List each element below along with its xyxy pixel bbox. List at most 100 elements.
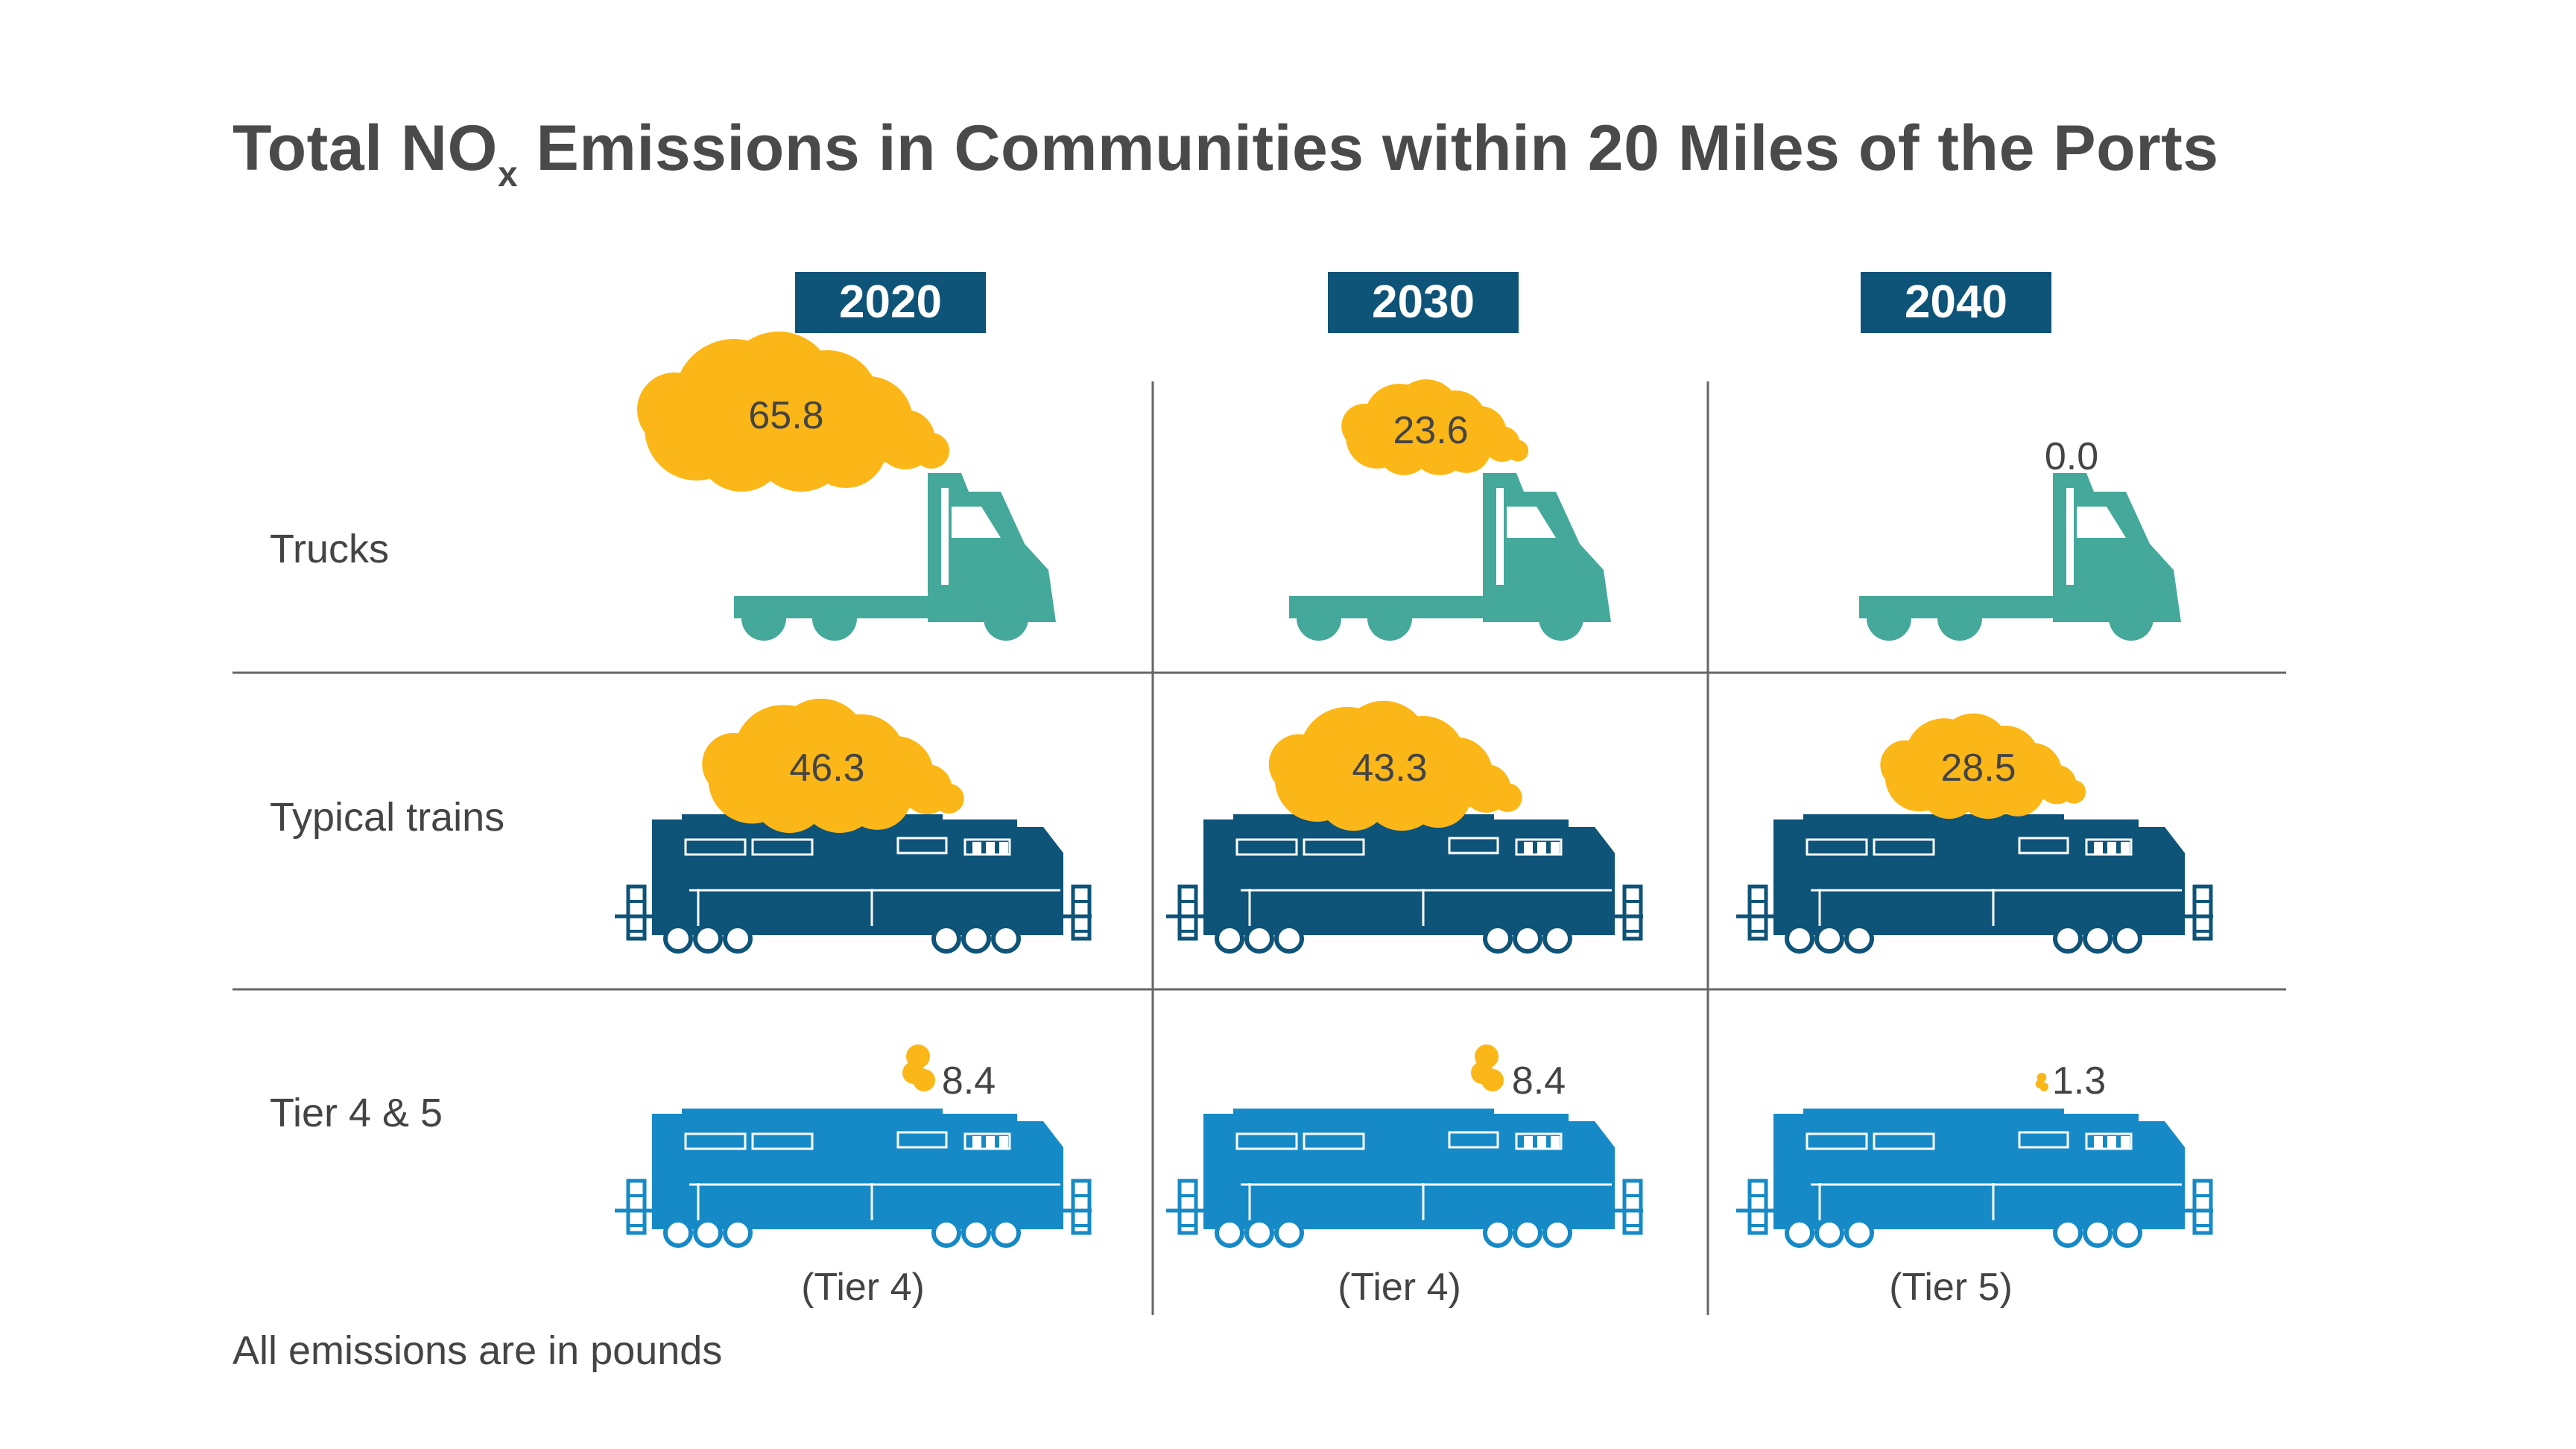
loco-window: [751, 838, 814, 856]
truck-wheel: [984, 596, 1028, 641]
loco-window: [684, 838, 747, 856]
locomotive-icon: [1166, 1109, 1643, 1248]
cloud-puff: [913, 1069, 935, 1091]
locomotive-icon: [615, 814, 1092, 954]
loco-ladder: [2192, 884, 2213, 941]
row-label: Typical trains: [270, 795, 504, 840]
loco-wheel: [961, 1218, 991, 1248]
cloud-puff: [1441, 424, 1491, 473]
column-header-label: 2040: [1905, 276, 2007, 328]
cloud-puff: [702, 732, 765, 796]
loco-wheel: [2113, 924, 2142, 954]
value-label: 65.8: [748, 394, 823, 437]
emission-cloud: [702, 698, 964, 834]
loco-window-pane: [1551, 1136, 1560, 1148]
loco-window-pane: [999, 1136, 1008, 1148]
truck-wheel: [2109, 596, 2153, 641]
value-label: 46.3: [789, 746, 864, 790]
loco-window-pane: [1524, 842, 1533, 854]
loco-window-pane: [1551, 842, 1560, 854]
loco-window: [1235, 838, 1298, 856]
loco-window-pane: [2094, 842, 2103, 854]
loco-wheel: [1513, 924, 1542, 954]
emission-cloud: [2035, 1073, 2049, 1091]
cloud-puff: [1341, 404, 1387, 448]
cloud-puff: [1880, 740, 1930, 790]
loco-wheel: [991, 924, 1021, 954]
loco-window: [684, 1132, 747, 1150]
loco-ladder: [1747, 1179, 1768, 1235]
loco-window-pane: [999, 842, 1008, 854]
cloud-puff: [1405, 761, 1472, 828]
truck-wheel: [1937, 596, 1982, 641]
loco-wheel: [1274, 1218, 1304, 1248]
tier-note: (Tier 5): [1889, 1266, 2013, 1309]
loco-window-pane: [2121, 1136, 2130, 1148]
loco-wheel: [1844, 1218, 1874, 1248]
truck-wheel: [812, 596, 857, 641]
loco-ladder: [1622, 884, 1643, 941]
loco-window: [963, 1132, 1011, 1150]
loco-body: [1773, 814, 2185, 898]
loco-window: [896, 1131, 948, 1149]
loco-ladder: [1071, 884, 1092, 941]
loco-body: [1203, 814, 1615, 898]
cloud-puff: [2039, 1082, 2049, 1091]
loco-window-pane: [2121, 842, 2130, 854]
column-header-box: [1328, 272, 1519, 333]
footnote: All emissions are in pounds: [232, 1328, 723, 1373]
loco-window: [896, 837, 948, 855]
loco-window: [1873, 838, 1935, 856]
loco-window: [2018, 1131, 2069, 1149]
emission-cloud: [637, 332, 949, 492]
cloud-puff: [914, 433, 949, 469]
emission-cloud: [1268, 700, 1522, 831]
loco-wheel: [2113, 1218, 2142, 1248]
loco-frame: [1203, 1192, 1615, 1229]
loco-ladder: [1747, 884, 1768, 941]
loco-wheel: [1785, 924, 1814, 954]
loco-wheel: [1542, 924, 1572, 954]
column-header-box: [1861, 272, 2051, 333]
loco-frame: [652, 898, 1063, 935]
loco-wheel: [1215, 1218, 1244, 1248]
loco-wheel: [961, 924, 991, 954]
value-label: 0.0: [2045, 435, 2098, 478]
column-header-box: [795, 272, 986, 333]
loco-window: [1515, 1132, 1563, 1150]
truck-wheel: [1367, 596, 1412, 641]
cloud-puff: [842, 761, 912, 830]
cloud-puff: [934, 783, 964, 814]
loco-wheel: [1483, 924, 1513, 954]
truck-exhaust-gap: [1496, 488, 1504, 585]
loco-body: [652, 814, 1063, 898]
loco-frame: [1203, 898, 1615, 935]
loco-wheel: [1513, 1218, 1542, 1248]
cloud-puff: [805, 406, 887, 488]
loco-window: [963, 838, 1011, 856]
column-header-2020: 2020: [795, 272, 986, 333]
loco-ladder: [1622, 1179, 1643, 1235]
tier-note: (Tier 4): [801, 1266, 925, 1309]
loco-wheel: [1542, 1218, 1572, 1248]
truck-wheel: [1867, 596, 1911, 641]
truck-wheel: [1297, 596, 1341, 641]
emission-cloud: [1880, 713, 2086, 819]
loco-wheel: [1244, 924, 1274, 954]
loco-body: [652, 1109, 1063, 1192]
loco-window-pane: [2107, 1136, 2116, 1148]
locomotive-icon: [615, 1109, 1092, 1248]
loco-window-pane: [2107, 842, 2116, 854]
emission-cloud: [1471, 1044, 1504, 1091]
emission-cloud: [902, 1044, 935, 1091]
loco-window: [1873, 1132, 1935, 1150]
locomotive-icon: [1166, 814, 1643, 954]
cloud-puff: [2062, 780, 2086, 804]
loco-wheel: [693, 924, 723, 954]
truck-icon: [1859, 473, 2181, 641]
loco-ladder: [626, 1179, 647, 1235]
loco-wheel: [723, 1218, 753, 1248]
cloud-puff: [1507, 440, 1529, 462]
truck-exhaust-gap: [941, 488, 949, 585]
loco-wheel: [1244, 1218, 1274, 1248]
